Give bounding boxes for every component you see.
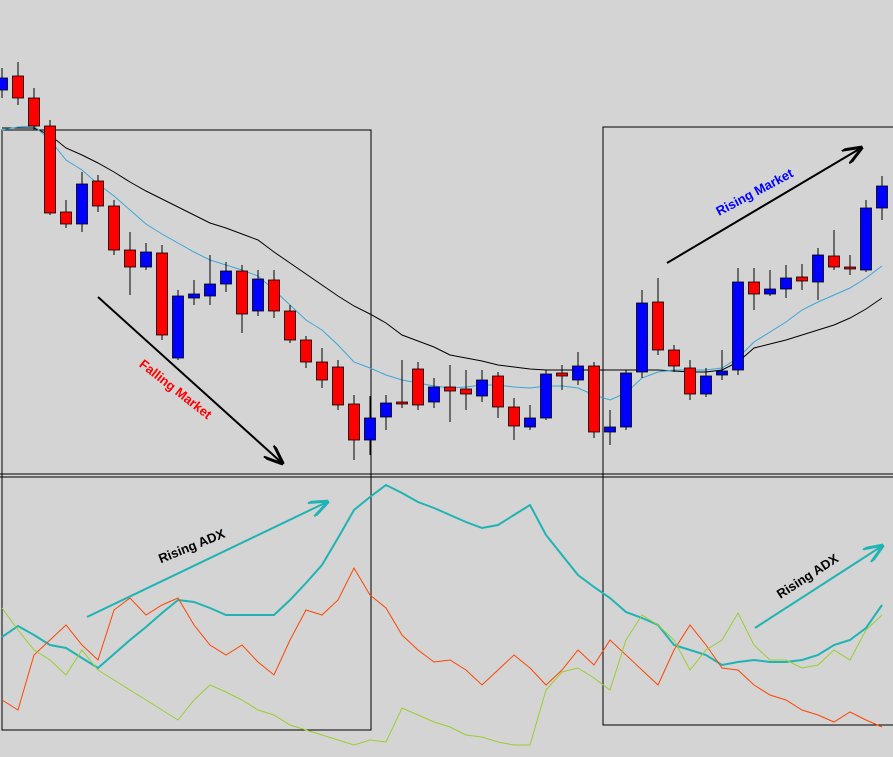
candle-body	[412, 368, 424, 406]
indicator-line	[1, 607, 883, 746]
candle-body	[92, 180, 104, 207]
candle-body	[748, 281, 760, 295]
candle-body	[44, 125, 56, 214]
annotation: Rising ADX	[156, 526, 227, 566]
candle-body	[108, 205, 120, 251]
candle-body	[716, 370, 728, 376]
candle-body	[556, 372, 568, 377]
candle-body	[652, 301, 664, 351]
candle-body	[492, 375, 504, 408]
candle-body	[268, 279, 280, 312]
highlight-box	[1, 129, 372, 731]
candle-body	[316, 361, 328, 381]
candle-body	[780, 277, 792, 290]
candle-body	[172, 295, 184, 359]
arrow	[86, 502, 327, 618]
candle-body	[12, 75, 24, 99]
candle-body	[860, 207, 872, 271]
candle-body	[636, 302, 648, 373]
arrow	[97, 296, 282, 463]
candle-body	[700, 375, 712, 395]
candle-body	[332, 366, 344, 406]
candle-body	[60, 211, 72, 225]
candle-body	[668, 349, 680, 367]
candle-body	[812, 254, 824, 283]
candle-body	[28, 97, 40, 127]
candle-body	[0, 77, 8, 91]
arrow	[754, 546, 882, 629]
candle-body	[188, 293, 200, 299]
plot-area	[0, 62, 888, 746]
candle-body	[428, 386, 440, 403]
candle-body	[204, 283, 216, 297]
candle-body	[476, 379, 488, 397]
candle-body	[236, 270, 248, 315]
highlight-box	[602, 126, 893, 726]
candle-body	[220, 270, 232, 285]
candle-body	[140, 251, 152, 268]
candle-body	[620, 372, 632, 428]
candle-body	[300, 339, 312, 363]
candle-body	[252, 278, 264, 312]
candle-body	[124, 249, 136, 268]
candle-body	[348, 403, 360, 441]
candle-body	[380, 402, 392, 418]
candle-body	[444, 386, 456, 392]
candle-body	[396, 401, 408, 405]
candle-body	[364, 417, 376, 441]
arrow	[666, 148, 861, 264]
indicator-line	[1, 483, 883, 670]
candle-body	[796, 276, 808, 282]
indicator-line	[1, 566, 883, 728]
candle-body	[76, 183, 88, 225]
candle-body	[540, 373, 552, 419]
candle-body	[460, 388, 472, 395]
candle-body	[764, 288, 776, 295]
candle-body	[684, 367, 696, 395]
candle-body	[524, 417, 536, 428]
candle-body	[732, 281, 744, 371]
candle-body	[604, 426, 616, 433]
candle-body	[828, 255, 840, 268]
candle-body	[844, 266, 856, 270]
candle-body	[508, 406, 520, 427]
candle-body	[572, 365, 584, 381]
candle-body	[284, 310, 296, 341]
candle-body	[876, 185, 888, 209]
candle-body	[588, 365, 600, 433]
candle-body	[156, 252, 168, 336]
